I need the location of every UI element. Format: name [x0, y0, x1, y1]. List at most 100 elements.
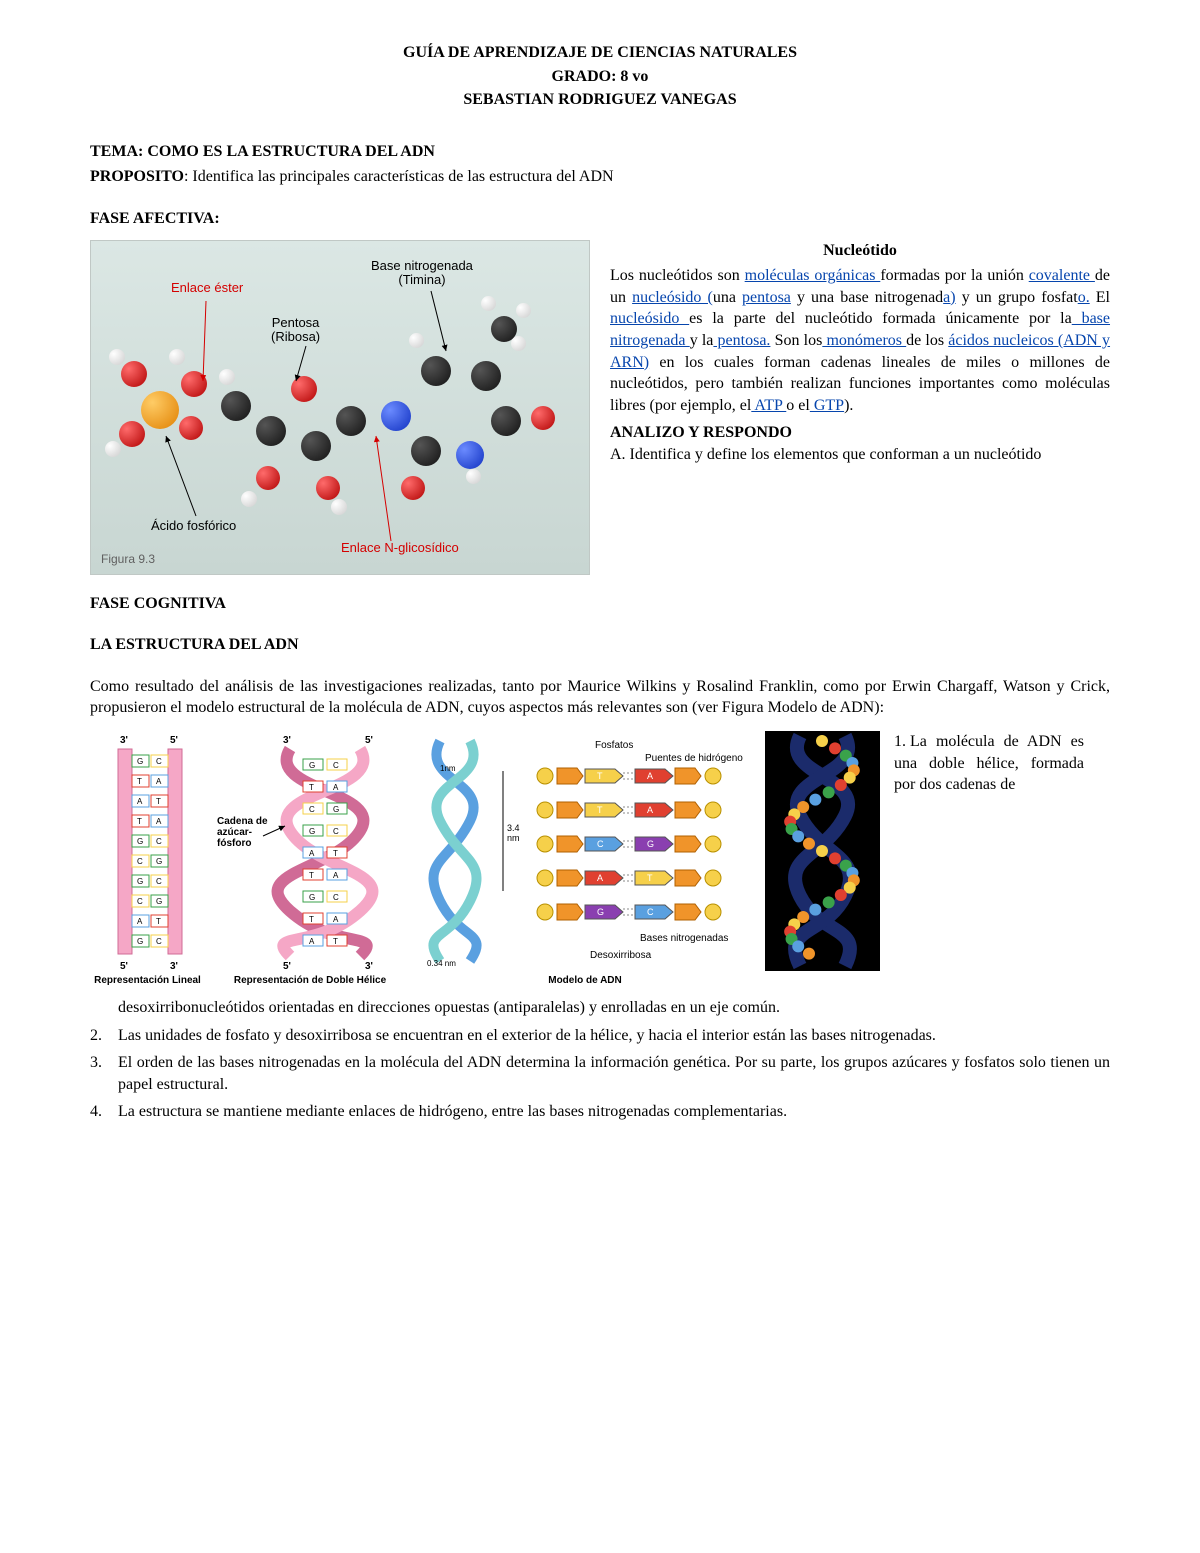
- dna-linear-svg: 3' 5' G C T A A T T A G C C G G: [90, 731, 205, 971]
- link-monomeros[interactable]: monómeros: [822, 332, 906, 349]
- proposito-label: PROPOSITO: [90, 168, 184, 185]
- atom-carbon: [301, 431, 331, 461]
- svg-text:T: T: [333, 849, 338, 858]
- svg-text:A: A: [309, 849, 315, 858]
- svg-text:G: G: [309, 827, 315, 836]
- fase-cognitiva-heading: FASE COGNITIVA: [90, 593, 1110, 615]
- svg-text:A: A: [156, 777, 162, 786]
- atom-hydrogen: [481, 296, 496, 311]
- link-a[interactable]: a): [943, 289, 955, 306]
- label-enlace-nglicosidico: Enlace N-glicosídico: [341, 541, 459, 555]
- link-gtp[interactable]: GTP: [810, 397, 844, 414]
- label-cadena-azucar: Cadena de azúcar-fósforo: [217, 816, 277, 849]
- svg-text:A: A: [597, 873, 603, 883]
- adn-structure-title: LA ESTRUCTURA DEL ADN: [90, 634, 1110, 656]
- svg-text:T: T: [309, 783, 314, 792]
- label-base-nitrogenada: Base nitrogenada (Timina): [371, 259, 473, 288]
- svg-text:T: T: [137, 777, 142, 786]
- nucleotide-molecule-figure: Enlace éster Base nitrogenada (Timina) P…: [90, 240, 590, 575]
- svg-text:G: G: [597, 907, 604, 917]
- link-pentosa-2[interactable]: pentosa.: [713, 332, 770, 349]
- svg-text:G: G: [137, 937, 143, 946]
- panel3-caption: Modelo de ADN: [548, 975, 622, 987]
- svg-text:A: A: [647, 805, 653, 815]
- figure-caption: Figura 9.3: [101, 551, 155, 567]
- atom-oxygen: [401, 476, 425, 500]
- label-pentosa: Pentosa (Ribosa): [271, 316, 320, 345]
- svg-text:Puentes de hidrógeno: Puentes de hidrógeno: [645, 753, 743, 764]
- link-covalente[interactable]: covalente: [1029, 267, 1095, 284]
- svg-text:C: C: [156, 937, 162, 946]
- dna-panel-linear: 3' 5' G C T A A T T A G C C G G: [90, 731, 205, 987]
- point-4: 4.La estructura se mantiene mediante enl…: [118, 1101, 1110, 1123]
- svg-text:C: C: [309, 805, 315, 814]
- proposito-row: PROPOSITO: Identifica las principales ca…: [90, 166, 1110, 188]
- points-list: desoxirribonucleótidos orientadas en dir…: [90, 997, 1110, 1123]
- atom-oxygen: [119, 421, 145, 447]
- svg-text:T: T: [309, 915, 314, 924]
- atom-oxygen: [316, 476, 340, 500]
- atom-hydrogen: [409, 333, 424, 348]
- svg-text:3': 3': [120, 735, 128, 746]
- svg-text:G: G: [137, 877, 143, 886]
- link-pentosa[interactable]: pentosa: [742, 289, 791, 306]
- atom-hydrogen: [109, 349, 125, 365]
- header-line-2: GRADO: 8 vo: [90, 66, 1110, 88]
- label-enlace-ester: Enlace éster: [171, 281, 243, 295]
- nucleotido-text-block: Nucleótido Los nucleótidos son moléculas…: [610, 240, 1110, 466]
- svg-text:G: G: [309, 761, 315, 770]
- point-1-continuation: desoxirribonucleótidos orientadas en dir…: [118, 997, 1110, 1019]
- svg-text:C: C: [156, 757, 162, 766]
- dna-panel-model: 3.4nm 1nm 0.34 nm Fosfatos Puentes de hi…: [415, 731, 755, 987]
- svg-text:A: A: [333, 915, 339, 924]
- atom-hydrogen: [105, 441, 121, 457]
- atom-carbon: [411, 436, 441, 466]
- atom-oxygen: [179, 416, 203, 440]
- svg-text:T: T: [156, 797, 161, 806]
- nucleotido-title: Nucleótido: [610, 240, 1110, 262]
- link-o[interactable]: o.: [1078, 289, 1090, 306]
- atom-hydrogen: [219, 369, 235, 385]
- svg-text:T: T: [333, 937, 338, 946]
- svg-text:5': 5': [170, 735, 178, 746]
- atom-carbon: [336, 406, 366, 436]
- svg-text:A: A: [333, 871, 339, 880]
- analizo-heading: ANALIZO Y RESPONDO: [610, 422, 1110, 444]
- svg-text:5': 5': [283, 961, 291, 971]
- svg-text:A: A: [309, 937, 315, 946]
- svg-text:T: T: [309, 871, 314, 880]
- svg-text:A: A: [333, 783, 339, 792]
- link-moleculas-organicas[interactable]: moléculas orgánicas: [745, 267, 881, 284]
- point-1-text: La molécula de ADN es una doble hélice, …: [894, 733, 1084, 793]
- svg-text:Bases nitrogenadas: Bases nitrogenadas: [640, 933, 728, 944]
- atom-oxygen: [181, 371, 207, 397]
- atom-nitrogen: [381, 401, 411, 431]
- svg-text:0.34 nm: 0.34 nm: [427, 959, 456, 968]
- header-line-3: SEBASTIAN RODRIGUEZ VANEGAS: [90, 89, 1110, 111]
- svg-text:3.4: 3.4: [507, 823, 520, 833]
- atom-oxygen: [291, 376, 317, 402]
- nucleotido-paragraph: Los nucleótidos son moléculas orgánicas …: [610, 265, 1110, 416]
- atom-carbon: [471, 361, 501, 391]
- svg-text:C: C: [137, 897, 143, 906]
- link-nucleosido[interactable]: nucleósido (: [632, 289, 713, 306]
- svg-text:Fosfatos: Fosfatos: [595, 740, 633, 751]
- svg-text:C: C: [137, 857, 143, 866]
- atom-hydrogen: [169, 349, 185, 365]
- atom-carbon: [221, 391, 251, 421]
- tema-label: TEMA:: [90, 143, 147, 160]
- svg-text:5': 5': [365, 735, 373, 746]
- question-a: A. Identifica y define los elementos que…: [610, 444, 1110, 466]
- svg-text:nm: nm: [507, 833, 520, 843]
- svg-text:G: G: [647, 839, 654, 849]
- svg-text:C: C: [647, 907, 654, 917]
- svg-text:1nm: 1nm: [440, 764, 456, 773]
- link-nucleosido-2[interactable]: nucleósido: [610, 310, 689, 327]
- tema-row: TEMA: COMO ES LA ESTRUCTURA DEL ADN: [90, 141, 1110, 163]
- svg-text:G: G: [333, 805, 339, 814]
- link-atp[interactable]: ATP: [751, 397, 786, 414]
- svg-text:C: C: [333, 893, 339, 902]
- proposito-text: : Identifica las principales característ…: [184, 168, 614, 185]
- document-header: GUÍA DE APRENDIZAJE DE CIENCIAS NATURALE…: [90, 42, 1110, 111]
- svg-text:C: C: [333, 827, 339, 836]
